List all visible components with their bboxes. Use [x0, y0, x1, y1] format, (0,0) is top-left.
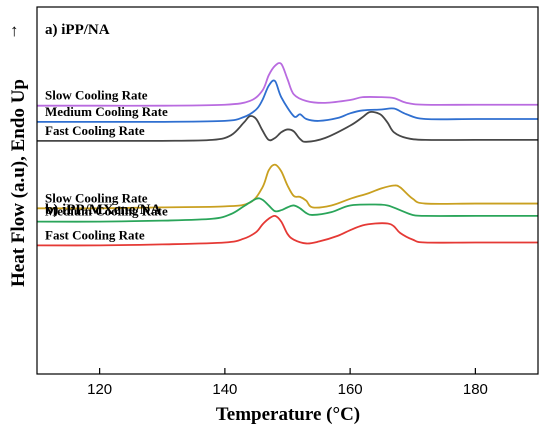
x-tick-label: 140	[212, 381, 237, 398]
series-label-b-fast: Fast Cooling Rate	[45, 227, 145, 242]
series-line-a-fast	[37, 110, 538, 143]
plot-frame	[36, 6, 539, 375]
series-line-b-fast	[36, 214, 538, 247]
x-axis-label: Temperature (°C)	[216, 404, 360, 425]
series-line-a-medium	[37, 79, 538, 123]
series-label-b-slow: Slow Cooling Rate	[45, 190, 148, 205]
series-label-a-fast: Fast Cooling Rate	[45, 123, 145, 138]
series-label-a-medium: Medium Cooling Rate	[45, 104, 168, 119]
series-label-a-slow: Slow Cooling Rate	[45, 88, 148, 103]
series-line-b-medium	[36, 197, 539, 223]
panel-label-b: b) iPP/MXene/NA	[45, 202, 161, 218]
x-tick-label: 120	[87, 381, 112, 398]
y-arrow-icon: ↑	[10, 21, 19, 40]
panel-label-a: a) iPP/NA	[45, 22, 110, 38]
series-line-a-slow	[37, 62, 538, 107]
series-label-b-medium: Medium Cooling Rate	[45, 204, 168, 219]
x-tick-label: 160	[338, 381, 363, 398]
y-axis-label: Heat Flow (a.u), Endo Up	[8, 79, 29, 287]
x-tick-label: 180	[463, 381, 488, 398]
x-axis: 120 140 160 180	[87, 368, 488, 398]
